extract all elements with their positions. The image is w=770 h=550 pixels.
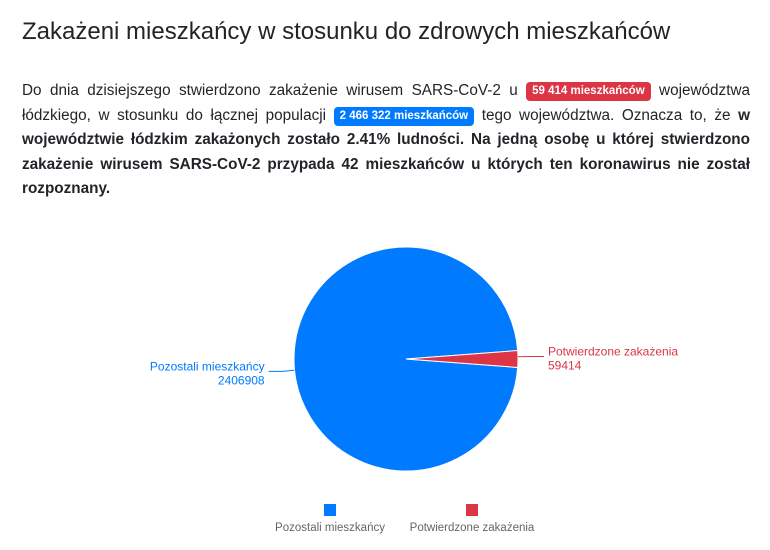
legend-swatch-potwierdzone-zakazenia[interactable] [466, 504, 478, 516]
pie-slice-pozostali-mieszkancy[interactable] [293, 246, 519, 472]
summary-text-1: Do dnia dzisiejszego stwierdzono zakażen… [22, 82, 518, 99]
legend-swatch-pozostali-mieszkancy[interactable] [324, 504, 336, 516]
page-title: Zakażeni mieszkańcy w stosunku do zdrowy… [22, 18, 671, 45]
summary-text-2: województwa łódzkiego, w stosunku do łąc… [22, 82, 751, 124]
population-count-badge: 2 466 322 mieszkańców [333, 106, 475, 126]
summary-conclusion: w województwie łódzkim zakażonych został… [22, 106, 751, 198]
summary-text-3: tego województwa. Oznacza to, że [481, 106, 731, 124]
label-connector-pozostali-mieszkancy [268, 369, 295, 372]
summary-paragraph: Do dnia dzisiejszego stwierdzono zakażen… [22, 79, 750, 202]
data-label-name-pozostali-mieszkancy: Pozostali mieszkańcy [150, 359, 265, 373]
legend-label-potwierdzone-zakazenia[interactable]: Potwierdzone zakażenia [410, 522, 535, 534]
infected-count-badge: 59 414 mieszkańców [526, 82, 651, 101]
data-label-name-potwierdzone-zakazenia: Potwierdzone zakażenia [548, 345, 678, 359]
data-label-value-pozostali-mieszkancy: 2406908 [218, 373, 265, 387]
legend-label-pozostali-mieszkancy[interactable]: Pozostali mieszkańcy [275, 522, 385, 534]
data-label-value-potwierdzone-zakazenia: 59414 [548, 359, 582, 373]
pie-slice-potwierdzone-zakazenia[interactable] [405, 349, 519, 369]
